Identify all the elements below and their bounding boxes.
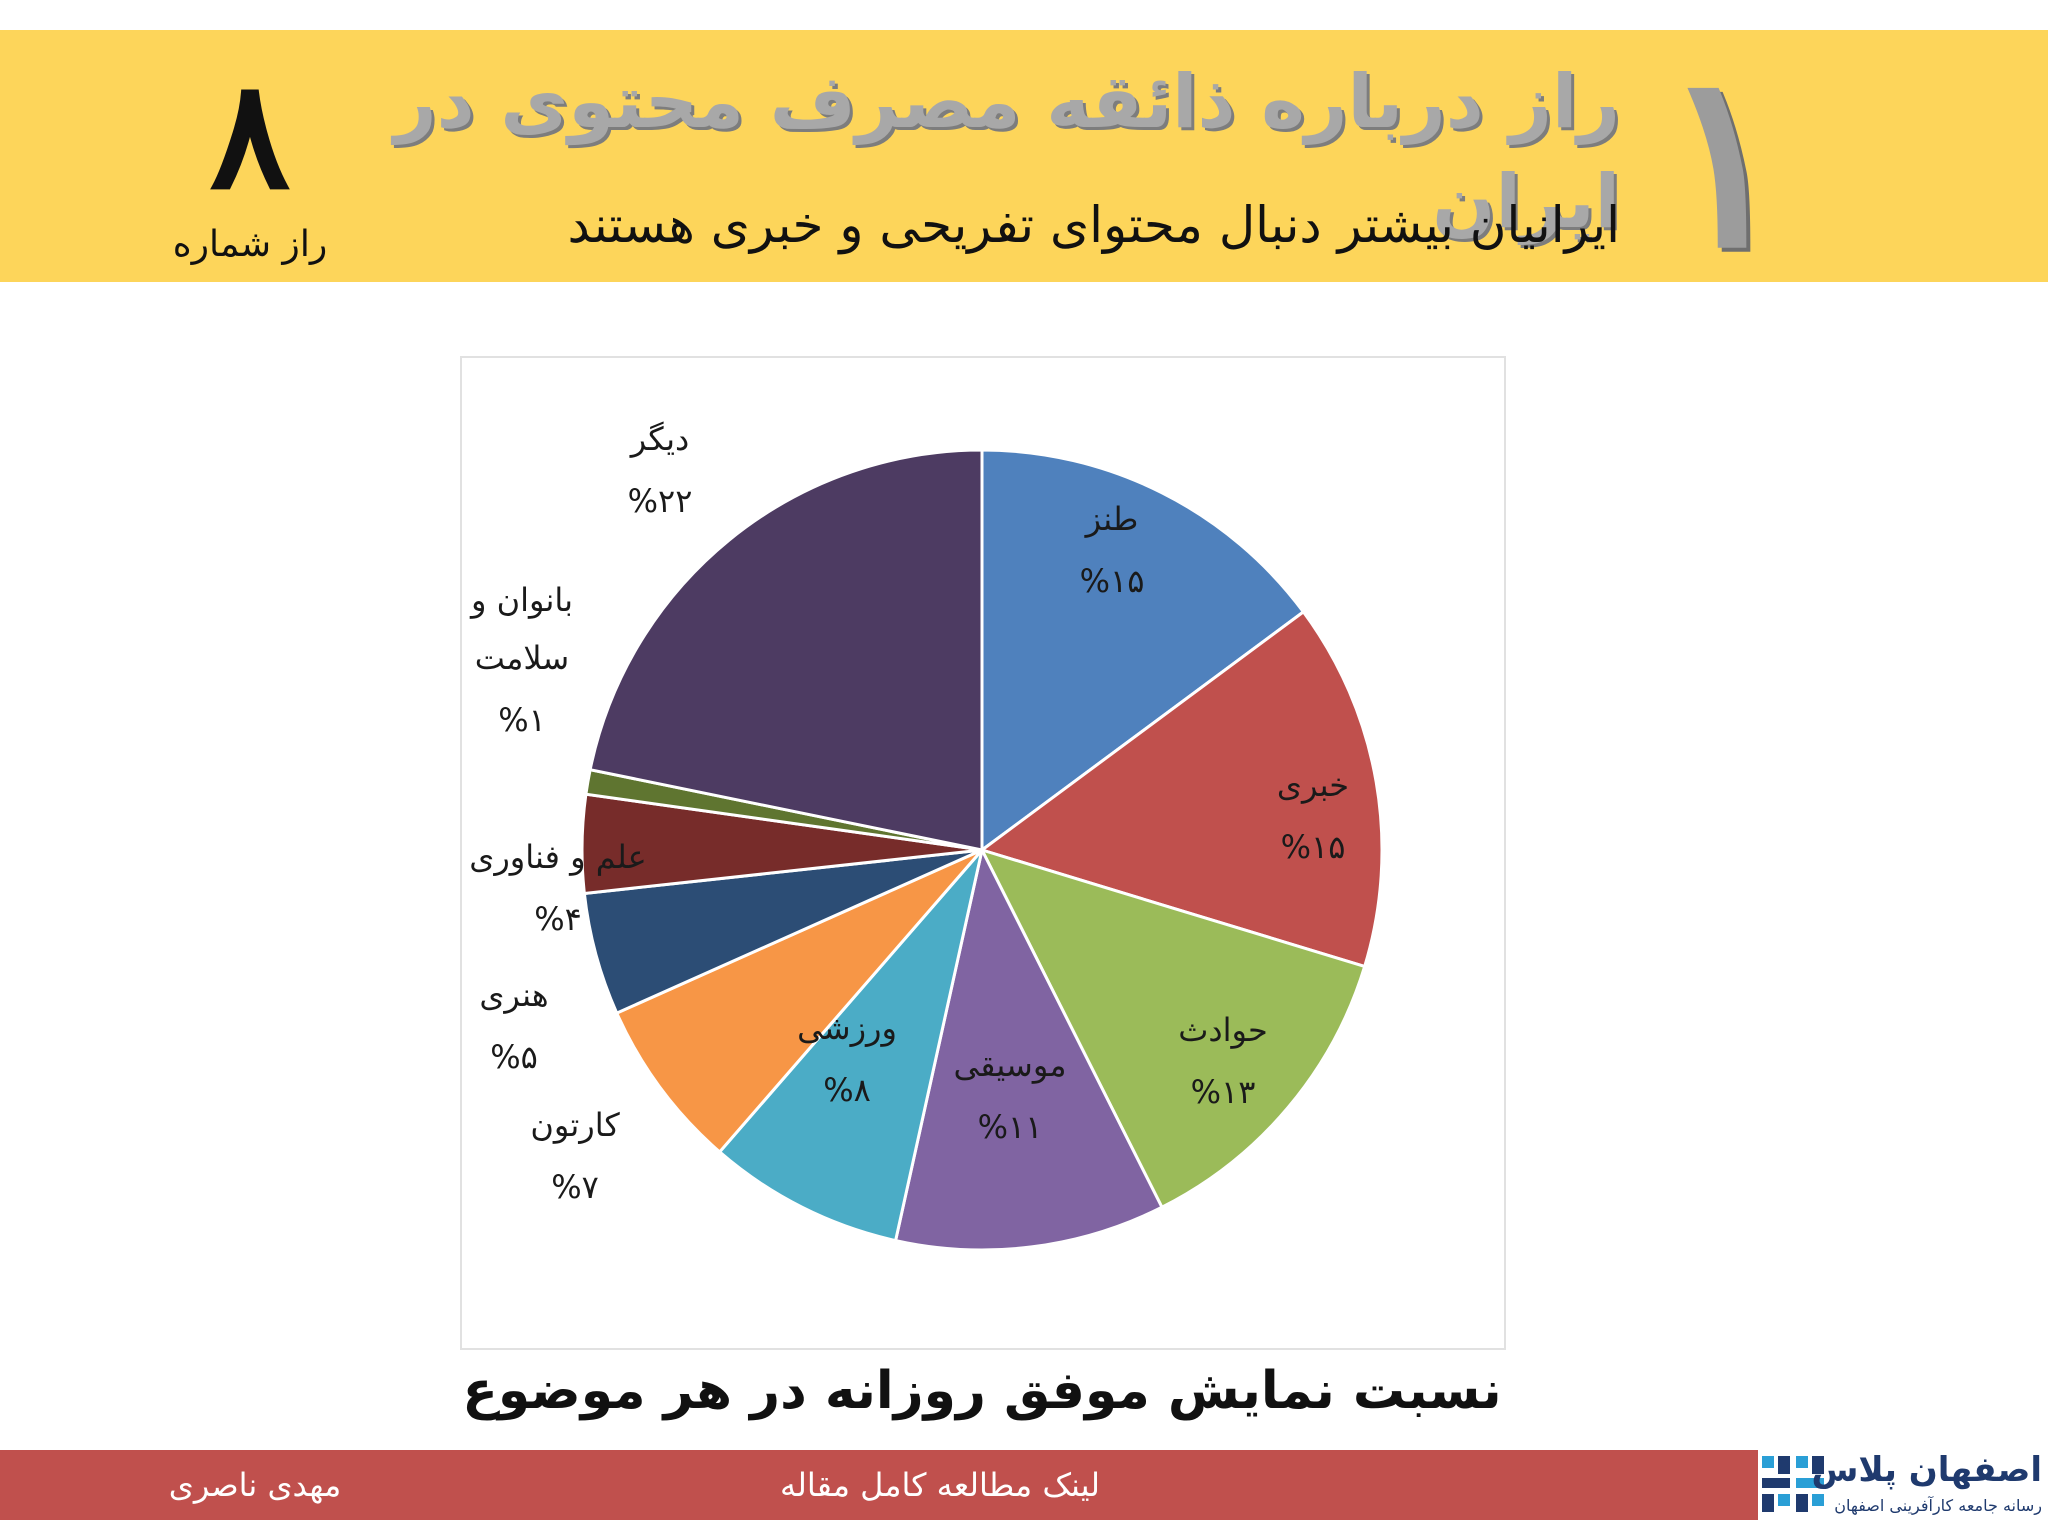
pie-slice — [588, 448, 984, 852]
header-banner: ۱ راز درباره ذائقه مصرف محتوی در ایران ا… — [0, 30, 2048, 282]
footer-bar: مهدی ناصری لینک مطالعه کامل مقاله — [0, 1450, 1758, 1520]
secret-label: راز شماره — [172, 224, 328, 265]
slice-label: سلامت — [475, 639, 569, 677]
slice-label: خبری — [1277, 766, 1349, 804]
pie-slice — [614, 848, 984, 1155]
slice-value-label: %۱۵ — [1281, 828, 1346, 866]
slice-label: هنری — [479, 976, 548, 1014]
logo-icon — [1762, 1456, 1824, 1512]
pie-slice — [717, 849, 984, 1243]
slice-label: علم و فناوری — [469, 838, 646, 876]
pie-slice — [893, 845, 1164, 1252]
slice-value-label: %۲۲ — [628, 482, 693, 520]
slice-value-label: %۴ — [534, 900, 582, 938]
pie-chart: طنز %۱۵ خبری %۱۵ حوادث %۱۳ موسیقی %۱۱ ورزشی %۸ کار… — [469, 420, 1384, 1252]
slice-label: کارتون — [530, 1106, 620, 1144]
slice-value-label: %۷ — [551, 1168, 599, 1206]
slice-label: طنز — [1084, 500, 1139, 538]
secret-number: ۸ — [209, 47, 291, 223]
chart-caption: نسبت نمایش موفق روزانه در هر موضوع — [462, 1361, 1502, 1421]
pie-slice — [978, 609, 1384, 969]
slice-label: دیگر — [629, 420, 689, 458]
author-name: مهدی ناصری — [168, 1466, 342, 1504]
slice-label: موسیقی — [954, 1046, 1067, 1084]
slice-label: ورزشی — [797, 1009, 897, 1047]
slice-value-label: %۱۳ — [1191, 1073, 1256, 1111]
logo-tagline: رسانه جامعه کارآفرینی اصفهان — [1834, 1496, 2042, 1515]
slice-value-label: %۱۱ — [978, 1108, 1043, 1146]
slice-value-label: %۵ — [490, 1038, 538, 1076]
brand-logo: اصفهان پلاس رسانه جامعه کارآفرینی اصفهان — [1762, 1448, 2044, 1526]
pie-slice — [980, 448, 1306, 853]
slice-value-label: %۸ — [823, 1071, 871, 1109]
pie-slice — [979, 847, 1367, 1210]
page-subtitle: ایرانیان بیشتر دنبال محتوای تفریحی و خبر… — [567, 196, 1620, 254]
slice-value-label: %۱۵ — [1080, 562, 1145, 600]
slice-value-label: %۱ — [498, 701, 546, 739]
slice-label: حوادث — [1178, 1011, 1268, 1049]
slice-label: بانوان و — [469, 581, 573, 619]
page-title: راز درباره ذائقه مصرف محتوی در ایران — [394, 59, 1620, 245]
big-number: ۱ — [1660, 19, 1790, 301]
logo-name: اصفهان پلاس — [1811, 1450, 2042, 1490]
full-article-link[interactable]: لینک مطالعه کامل مقاله — [779, 1466, 1101, 1504]
